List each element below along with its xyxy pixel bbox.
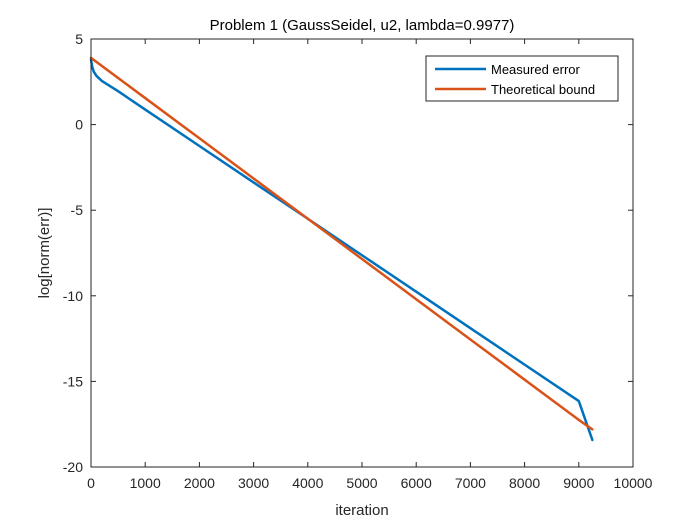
- x-tick-label: 5000: [346, 475, 377, 491]
- x-tick-label: 3000: [238, 475, 269, 491]
- legend: Measured error Theoretical bound: [425, 55, 619, 102]
- legend-label-1: Measured error: [491, 62, 581, 77]
- series-line-1: [89, 58, 594, 442]
- y-tick-label: 5: [75, 31, 83, 47]
- series-line-2: [89, 56, 594, 431]
- y-tick-label: 0: [75, 117, 83, 133]
- y-axis-label: log[norm(err)]: [36, 208, 53, 299]
- y-tick-label: -15: [63, 373, 83, 389]
- x-tick-label: 7000: [455, 475, 486, 491]
- y-tick-label: -5: [71, 202, 84, 218]
- x-tick-label: 2000: [184, 475, 215, 491]
- x-tick-label: 10000: [614, 475, 653, 491]
- chart-title: Problem 1 (GaussSeidel, u2, lambda=0.997…: [210, 17, 515, 34]
- y-tick-label: -20: [63, 459, 83, 475]
- x-tick-label: 8000: [509, 475, 540, 491]
- series-layer: [89, 56, 594, 442]
- x-axis-label: iteration: [335, 502, 388, 519]
- x-tick-label: 6000: [401, 475, 432, 491]
- y-tick-label: -10: [63, 288, 83, 304]
- x-tick-label: 0: [87, 475, 95, 491]
- legend-label-2: Theoretical bound: [491, 82, 595, 97]
- x-tick-label: 1000: [130, 475, 161, 491]
- x-tick-label: 9000: [563, 475, 594, 491]
- legend-box: [425, 55, 619, 102]
- ticks-layer: 0 1000 2000 3000 4000 5000 6000 7000 8000 9000 100…: [63, 31, 653, 491]
- plot-area: [91, 39, 633, 467]
- x-tick-label: 4000: [292, 475, 323, 491]
